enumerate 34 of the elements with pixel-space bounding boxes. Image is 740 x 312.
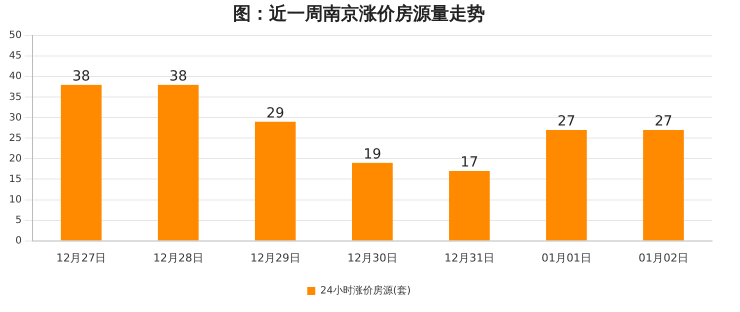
data-label: 38: [169, 68, 188, 84]
bar: [449, 171, 490, 240]
x-tick-label: 01月02日: [638, 251, 688, 264]
bar: [254, 122, 296, 240]
y-tick-label: 30: [8, 112, 22, 124]
y-tick-label: 25: [8, 132, 22, 144]
bar: [546, 130, 587, 240]
chart-title: 图：近一周南京涨价房源量走势: [233, 3, 485, 24]
bar: [158, 84, 199, 240]
x-tick-label: 12月30日: [347, 251, 398, 264]
x-tick-label: 12月28日: [153, 251, 204, 264]
x-tick-label: 12月29日: [250, 251, 300, 264]
x-tick-label: 12月31日: [444, 251, 494, 264]
data-label: 19: [363, 146, 382, 162]
y-tick-label: 0: [15, 235, 22, 246]
y-tick-label: 15: [8, 174, 22, 185]
y-tick-label: 10: [8, 194, 22, 206]
bar: [352, 162, 393, 240]
x-tick-label: 12月27日: [56, 251, 106, 264]
y-tick-label: 50: [8, 30, 22, 42]
y-tick-label: 45: [8, 50, 22, 62]
y-tick-label: 20: [8, 153, 22, 164]
bar: [643, 130, 684, 240]
bar: [60, 84, 102, 240]
legend-label: 24小时涨价房源(套): [320, 284, 411, 297]
data-label: 38: [72, 68, 90, 84]
data-label: 27: [654, 114, 672, 130]
data-label: 17: [460, 154, 478, 171]
y-tick-label: 40: [8, 71, 22, 82]
y-tick-label: 5: [15, 214, 22, 226]
data-label: 27: [558, 114, 576, 130]
y-tick-label: 35: [8, 92, 22, 103]
data-label: 29: [266, 105, 284, 122]
x-tick-label: 01月01日: [541, 251, 592, 264]
